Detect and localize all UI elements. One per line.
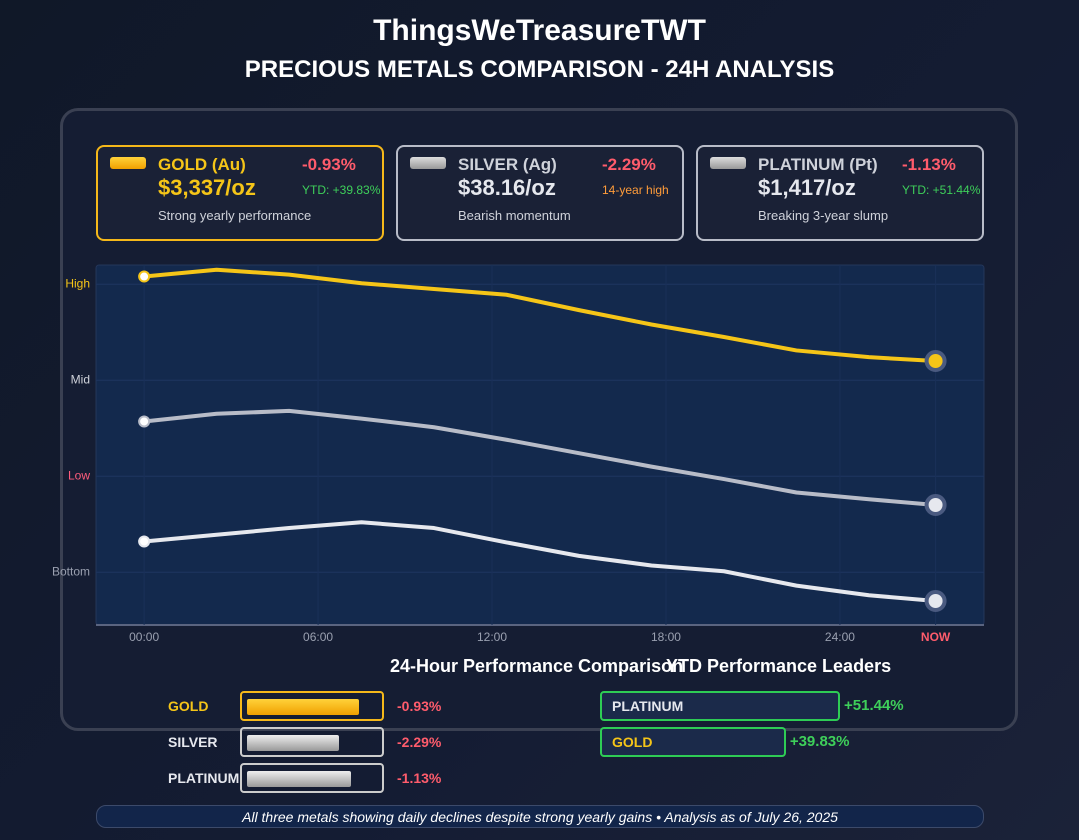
price: $3,337/oz (158, 175, 256, 200)
metal-name: SILVER (168, 734, 218, 750)
y-tick-label: Bottom (52, 564, 90, 578)
bar-fill (247, 699, 359, 715)
metal-name: SILVER (Ag) (458, 155, 557, 174)
bar-fill (247, 735, 339, 751)
metal-name: GOLD (168, 698, 209, 714)
y-tick-label: Mid (71, 372, 90, 386)
ytd-value: +39.83% (789, 733, 850, 750)
section-title: 24-Hour Performance Comparison (390, 656, 684, 676)
price: $38.16/oz (458, 175, 556, 200)
ytd-bar (600, 727, 786, 757)
daily-change: -2.29% (397, 734, 442, 750)
end-point (924, 350, 947, 372)
note: Strong yearly performance (158, 208, 312, 223)
x-tick-label: 06:00 (303, 630, 333, 644)
x-tick-label: 24:00 (825, 630, 855, 644)
detail: YTD: +51.44% (902, 183, 981, 197)
note: Breaking 3-year slump (758, 208, 889, 223)
metal-name: PLATINUM (168, 770, 240, 786)
x-tick-label: NOW (921, 630, 951, 644)
swatch (710, 157, 746, 169)
x-tick-label: 12:00 (477, 630, 507, 644)
footer: All three metals showing daily declines … (96, 805, 984, 828)
daily-change: -1.13% (902, 155, 956, 174)
brand: ThingsWeTreasureTWT (373, 14, 706, 47)
note: Bearish momentum (458, 208, 571, 223)
x-tick-label: 00:00 (129, 630, 159, 644)
series-line (143, 267, 936, 363)
series-line (143, 520, 936, 603)
ytd-value: +51.44% (844, 697, 904, 714)
metal-name: GOLD (612, 734, 653, 750)
daily-change: -0.93% (302, 155, 356, 174)
bar-box (240, 691, 384, 721)
metal-card: SILVER (Ag) -2.29% $38.16/oz 14-year high Be… (396, 145, 684, 241)
end-point (924, 494, 947, 516)
y-tick-label: Low (68, 468, 90, 482)
section-title: YTD Performance Leaders (666, 656, 892, 676)
end-point (924, 590, 947, 612)
price: $1,417/oz (758, 175, 856, 200)
ytd-bar (600, 691, 840, 721)
y-tick-label: High (65, 276, 90, 290)
start-point (138, 535, 151, 548)
detail: 14-year high (602, 183, 669, 197)
daily-change: -0.93% (397, 698, 442, 714)
metal-name: PLATINUM (Pt) (758, 155, 878, 174)
swatch (110, 157, 146, 169)
metal-card: PLATINUM (Pt) -1.13% $1,417/oz YTD: +51.44%… (696, 145, 984, 241)
detail: YTD: +39.83% (302, 183, 381, 197)
start-point (138, 270, 151, 283)
x-tick-label: 18:00 (651, 630, 681, 644)
daily-change: -2.29% (602, 155, 656, 174)
series-line (143, 408, 936, 507)
swatch (410, 157, 446, 169)
bar-fill (247, 771, 351, 787)
start-point (138, 415, 151, 428)
metal-name: PLATINUM (612, 698, 684, 714)
metal-name: GOLD (Au) (158, 155, 246, 174)
page-title: PRECIOUS METALS COMPARISON - 24H ANALYSI… (244, 56, 835, 83)
bar-box (240, 727, 384, 757)
metal-card: GOLD (Au) -0.93% $3,337/oz YTD: +39.83% Stro… (96, 145, 384, 241)
daily-change: -1.13% (397, 770, 442, 786)
bar-box (240, 763, 384, 793)
